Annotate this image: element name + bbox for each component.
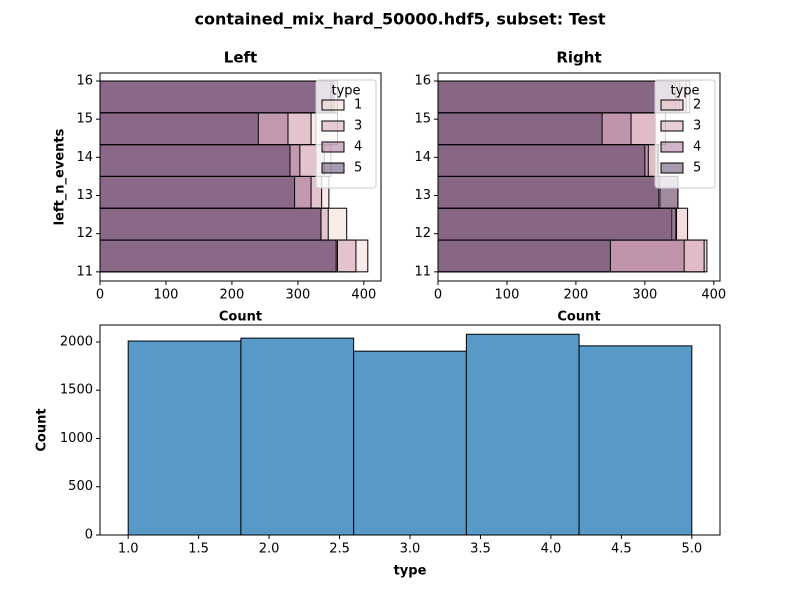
y-tick-label: 12 [76,226,93,241]
legend-label: 1 [354,98,362,113]
x-axis-label: Count [557,310,600,325]
y-axis-label: Count [35,408,50,451]
y-tick-label: 14 [76,150,93,165]
figure-title: contained_mix_hard_50000.hdf5, subset: T… [195,10,606,29]
y-tick-label: 16 [414,74,431,89]
y-tick-label: 2000 [60,334,93,349]
y-tick-label: 12 [414,226,431,241]
axes-frame [437,72,721,282]
legend-label: 4 [693,140,701,155]
x-tick-label: 200 [563,288,588,303]
bar [437,80,677,114]
legend-label: 2 [693,98,701,113]
y-tick-label: 1000 [60,431,93,446]
y-tick-label: 15 [414,112,431,127]
bar [437,207,677,241]
x-tick-label: 3.5 [470,542,491,557]
x-tick-label: 4.5 [611,542,632,557]
bar [437,144,646,177]
x-tick-label: 100 [495,288,520,303]
bar [127,340,242,536]
bar [99,112,259,146]
legend-swatch [660,99,684,111]
bar [465,333,580,536]
bar [578,345,693,536]
y-tick-label: 11 [76,264,93,279]
bar [353,350,467,536]
x-tick-label: 400 [701,288,726,303]
legend-title: type [331,84,360,99]
y-axis-label: left_n_events [53,128,68,225]
bar [240,337,355,536]
legend-swatch [321,99,345,111]
x-tick-label: 5.0 [681,542,702,557]
x-tick-label: 3.0 [400,542,421,557]
x-tick-label: 1.0 [118,542,139,557]
legend-swatch [321,120,345,132]
x-tick-label: 4.0 [541,542,562,557]
bar [437,175,679,209]
legend-label: 5 [693,161,701,176]
legend-swatch [660,162,684,174]
legend-label: 3 [693,119,701,134]
x-tick-label: 300 [285,288,310,303]
legend-swatch [660,120,684,132]
y-tick-label: 11 [414,264,431,279]
bar [99,207,322,241]
axes-frame [99,72,382,282]
legend-label: 4 [354,140,362,155]
legend-label: 5 [354,161,362,176]
x-tick-label: 400 [351,288,376,303]
legend-swatch [321,162,345,174]
legend-title: type [670,84,699,99]
x-tick-label: 0 [96,288,104,303]
x-tick-label: 300 [632,288,657,303]
x-tick-label: 2.5 [329,542,350,557]
bar [99,175,296,209]
y-tick-label: 13 [414,188,431,203]
x-axis-label: type [394,564,427,579]
y-tick-label: 14 [414,150,431,165]
y-tick-label: 500 [68,479,93,494]
y-tick-label: 1500 [60,383,93,398]
y-tick-label: 16 [76,74,93,89]
x-tick-label: 1.5 [188,542,209,557]
x-axis-label: Count [219,310,262,325]
bar [99,144,291,177]
x-tick-label: 100 [154,288,179,303]
legend-swatch [660,141,684,153]
axes-title: Right [556,49,601,67]
legend-swatch [321,141,345,153]
x-tick-label: 200 [220,288,245,303]
legend-label: 3 [354,119,362,134]
y-tick-label: 15 [76,112,93,127]
bar [99,80,332,114]
bar [437,112,603,146]
axes-title: Left [224,49,257,67]
x-tick-label: 2.0 [259,542,280,557]
y-tick-label: 13 [76,188,93,203]
bar [437,239,611,273]
bar [99,239,337,273]
y-tick-label: 0 [85,528,93,543]
x-tick-label: 0 [434,288,442,303]
